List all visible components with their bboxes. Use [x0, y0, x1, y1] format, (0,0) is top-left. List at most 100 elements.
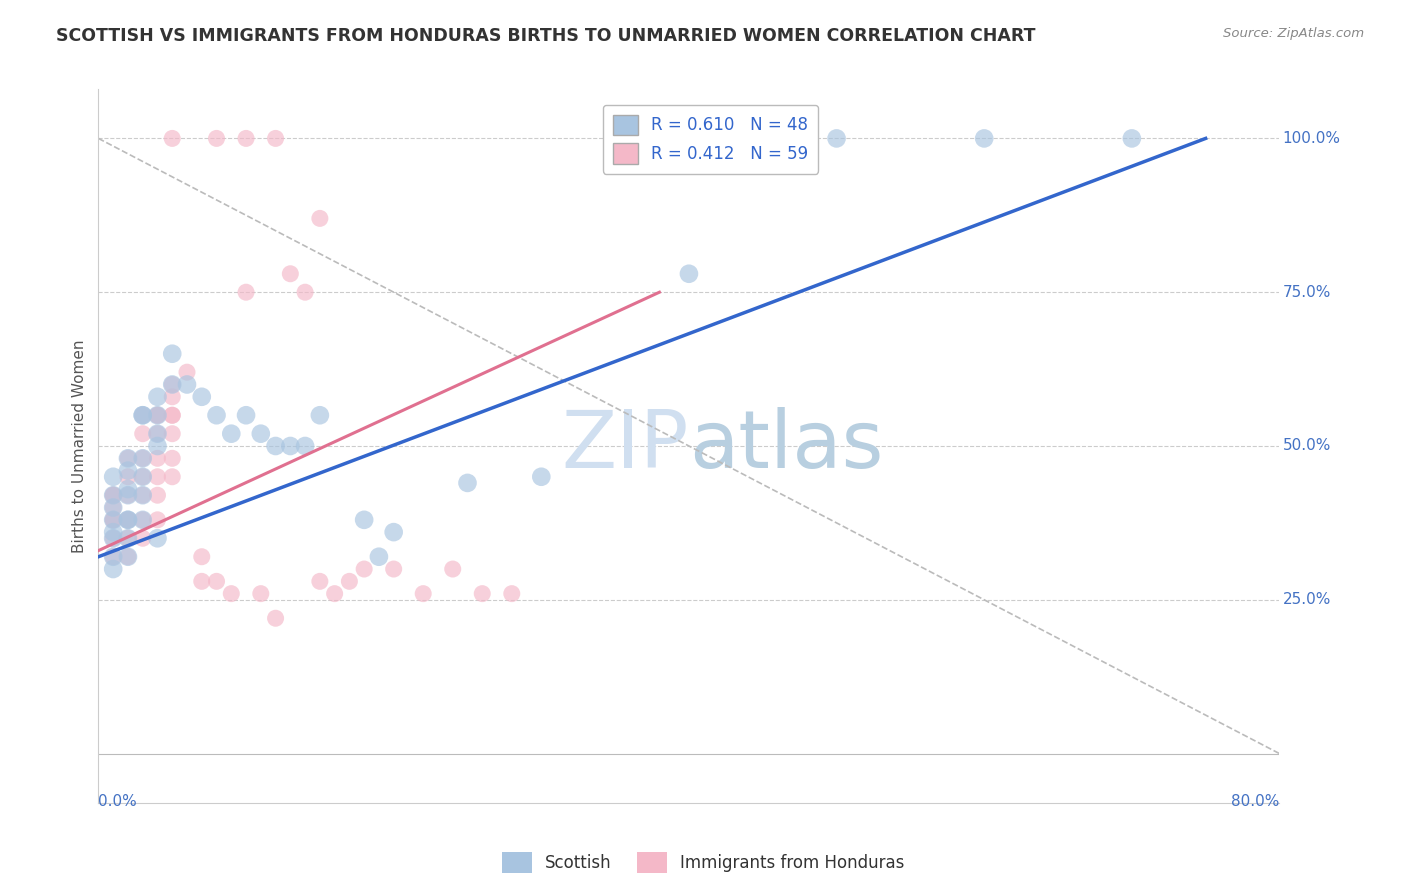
Text: 100.0%: 100.0% [1282, 131, 1340, 146]
Point [117, 531, 139, 545]
Point [103, 500, 125, 515]
Point [132, 513, 155, 527]
Point [235, 131, 257, 145]
Point [235, 409, 257, 423]
Legend: R = 0.610   N = 48, R = 0.412   N = 59: R = 0.610 N = 48, R = 0.412 N = 59 [603, 104, 818, 174]
Point [132, 426, 155, 441]
Point [117, 531, 139, 545]
Point [117, 549, 139, 564]
Point [103, 549, 125, 564]
Point [368, 549, 391, 564]
Point [323, 587, 346, 601]
Point [117, 482, 139, 496]
Point [146, 426, 169, 441]
Point [146, 426, 169, 441]
Point [678, 267, 700, 281]
Point [132, 488, 155, 502]
Text: ZIP: ZIP [561, 407, 689, 485]
Point [103, 525, 125, 540]
Point [132, 469, 155, 483]
Point [219, 587, 242, 601]
Point [294, 285, 316, 300]
Point [235, 285, 257, 300]
Point [250, 426, 273, 441]
Point [264, 131, 287, 145]
Point [353, 513, 375, 527]
Point [278, 439, 302, 453]
Point [146, 409, 169, 423]
Y-axis label: Births to Unmarried Women: Births to Unmarried Women [72, 339, 87, 553]
Point [191, 549, 214, 564]
Point [103, 562, 125, 576]
Point [146, 513, 169, 527]
Point [132, 531, 155, 545]
Point [191, 390, 214, 404]
Point [471, 587, 494, 601]
Text: Source: ZipAtlas.com: Source: ZipAtlas.com [1223, 27, 1364, 40]
Point [309, 409, 332, 423]
Point [191, 574, 214, 589]
Point [117, 513, 139, 527]
Point [412, 587, 434, 601]
Point [117, 513, 139, 527]
Point [117, 488, 139, 502]
Point [205, 131, 228, 145]
Point [162, 377, 183, 392]
Point [132, 409, 155, 423]
Text: 50.0%: 50.0% [1282, 439, 1331, 453]
Point [146, 390, 169, 404]
Point [530, 469, 553, 483]
Text: SCOTTISH VS IMMIGRANTS FROM HONDURAS BIRTHS TO UNMARRIED WOMEN CORRELATION CHART: SCOTTISH VS IMMIGRANTS FROM HONDURAS BIR… [56, 27, 1036, 45]
Point [205, 574, 228, 589]
Point [132, 451, 155, 466]
Point [103, 531, 125, 545]
Point [162, 131, 183, 145]
Point [353, 562, 375, 576]
Point [103, 488, 125, 502]
Point [117, 513, 139, 527]
Point [219, 426, 242, 441]
Point [103, 513, 125, 527]
Point [162, 409, 183, 423]
Point [117, 451, 139, 466]
Point [309, 211, 332, 226]
Point [103, 469, 125, 483]
Point [309, 574, 332, 589]
Point [382, 525, 405, 540]
Point [103, 500, 125, 515]
Point [162, 347, 183, 361]
Point [103, 488, 125, 502]
Point [1121, 131, 1143, 145]
Point [103, 488, 125, 502]
Point [501, 587, 523, 601]
Point [264, 439, 287, 453]
Point [103, 513, 125, 527]
Point [278, 267, 302, 281]
Point [117, 464, 139, 478]
Point [117, 549, 139, 564]
Point [973, 131, 995, 145]
Point [103, 549, 125, 564]
Point [146, 409, 169, 423]
Point [337, 574, 360, 589]
Point [162, 390, 183, 404]
Text: 75.0%: 75.0% [1282, 285, 1331, 300]
Point [250, 587, 273, 601]
Point [162, 451, 183, 466]
Point [825, 131, 848, 145]
Text: 80.0%: 80.0% [1232, 794, 1279, 808]
Point [162, 377, 183, 392]
Point [117, 513, 139, 527]
Point [162, 409, 183, 423]
Text: atlas: atlas [689, 407, 883, 485]
Point [146, 451, 169, 466]
Point [146, 531, 169, 545]
Point [103, 531, 125, 545]
Point [132, 409, 155, 423]
Text: 0.0%: 0.0% [98, 794, 138, 808]
Point [117, 488, 139, 502]
Point [176, 377, 198, 392]
Text: 25.0%: 25.0% [1282, 592, 1331, 607]
Point [441, 562, 464, 576]
Point [382, 562, 405, 576]
